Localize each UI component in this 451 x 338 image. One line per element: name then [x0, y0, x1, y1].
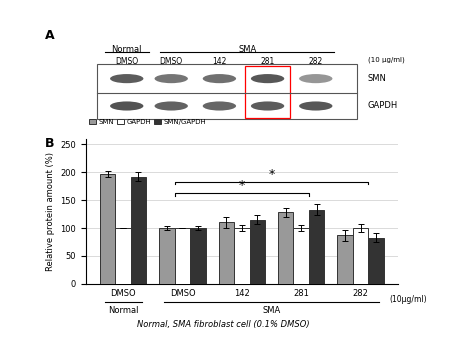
Text: 281: 281 [260, 57, 274, 66]
Ellipse shape [250, 101, 284, 111]
Ellipse shape [299, 74, 331, 83]
Text: SMA: SMA [262, 306, 280, 315]
Bar [159, 228, 175, 284]
Text: *: * [238, 179, 244, 192]
Y-axis label: Relative protein amount (%): Relative protein amount (%) [46, 152, 55, 271]
Bar [175, 228, 190, 284]
Ellipse shape [110, 101, 143, 111]
Text: A: A [45, 29, 55, 42]
Ellipse shape [110, 74, 143, 83]
Ellipse shape [250, 74, 284, 83]
Bar [115, 228, 130, 284]
Bar [337, 235, 352, 284]
Bar [190, 228, 205, 284]
Bar [218, 222, 234, 284]
Bar [352, 228, 368, 284]
Text: GAPDH: GAPDH [367, 101, 397, 111]
Ellipse shape [299, 101, 331, 111]
Ellipse shape [154, 101, 188, 111]
Text: B: B [45, 137, 55, 150]
Bar [234, 228, 249, 284]
Bar [100, 174, 115, 284]
Text: Normal: Normal [108, 306, 138, 315]
Text: (10 μg/ml): (10 μg/ml) [367, 57, 404, 63]
Text: SMN: SMN [367, 74, 386, 83]
Text: Normal, SMA fibroblast cell (0.1% DMSO): Normal, SMA fibroblast cell (0.1% DMSO) [136, 320, 308, 329]
Text: 282: 282 [308, 57, 322, 66]
Text: *: * [268, 168, 274, 181]
Text: SMA: SMA [238, 45, 256, 54]
Text: DMSO: DMSO [159, 57, 182, 66]
Bar [277, 212, 293, 284]
Legend: SMN, GAPDH, SMN/GAPDH: SMN, GAPDH, SMN/GAPDH [86, 116, 208, 127]
Bar [245, 66, 289, 118]
Bar [97, 64, 356, 119]
Text: Normal: Normal [111, 45, 142, 54]
Ellipse shape [154, 74, 188, 83]
Bar [130, 176, 146, 284]
Text: Increase of SMN protein by no.281 extract: Increase of SMN protein by no.281 extrac… [44, 13, 407, 28]
Bar [308, 210, 323, 284]
Bar [249, 220, 264, 284]
Ellipse shape [202, 101, 235, 111]
Bar [368, 238, 383, 284]
Text: DMSO: DMSO [115, 57, 138, 66]
Text: 142: 142 [212, 57, 226, 66]
Bar [293, 228, 308, 284]
Text: (10μg/ml): (10μg/ml) [389, 295, 426, 304]
Ellipse shape [202, 74, 235, 83]
